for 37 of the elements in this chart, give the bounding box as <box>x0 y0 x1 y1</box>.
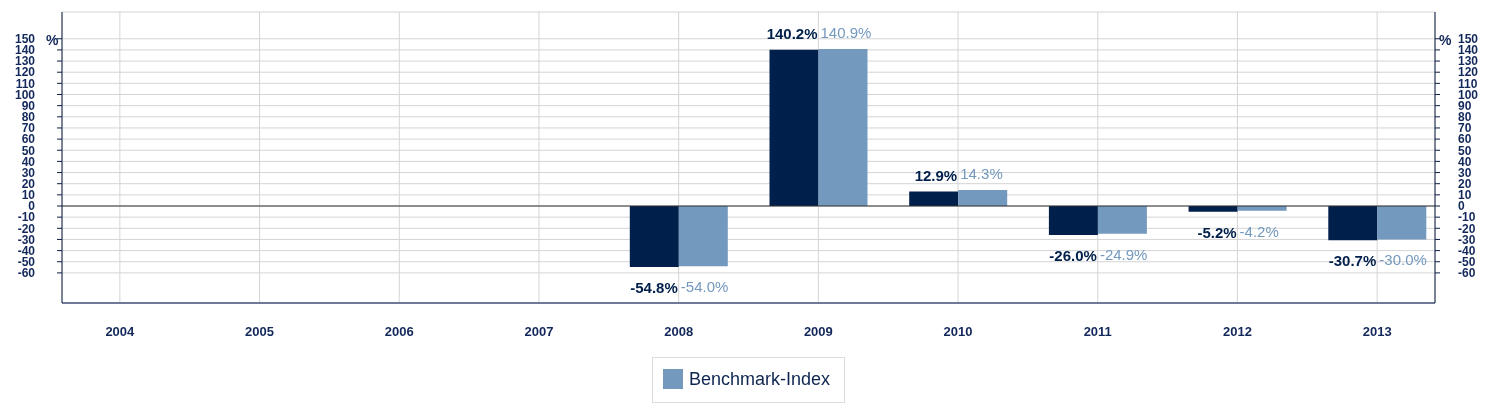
data-label: -54.8% <box>630 279 678 297</box>
x-tick-label: 2010 <box>943 324 973 340</box>
bar <box>818 48 868 206</box>
data-label: 12.9% <box>914 166 958 184</box>
x-tick-label: 2011 <box>1083 324 1112 340</box>
y2-tick-label: -60 <box>1458 266 1476 281</box>
legend-label: Benchmark-Index <box>688 368 831 390</box>
bar <box>629 206 679 268</box>
x-tick-label: 2008 <box>664 324 694 340</box>
bar <box>1328 206 1378 241</box>
data-label: -30.7% <box>1328 252 1377 270</box>
y2-axis-title: % <box>1439 32 1452 48</box>
y-axis-title: % <box>46 32 59 48</box>
data-label: 14.3% <box>960 165 1003 183</box>
data-label: -5.2% <box>1197 223 1237 241</box>
data-label: 140.9% <box>820 23 872 41</box>
data-label: -4.2% <box>1239 222 1279 240</box>
x-tick-label: 2012 <box>1222 324 1252 340</box>
y-tick-label: -60 <box>17 266 36 281</box>
bar <box>1048 206 1098 235</box>
x-tick-label: 2013 <box>1362 324 1392 340</box>
x-tick-label: 2005 <box>245 324 275 340</box>
bar <box>958 190 1008 206</box>
bar <box>769 49 819 206</box>
data-label: -30.0% <box>1379 251 1427 269</box>
bar <box>678 206 728 267</box>
bar <box>1097 206 1147 234</box>
data-label: 140.2% <box>766 24 818 42</box>
bar <box>1377 206 1427 240</box>
data-label: -26.0% <box>1049 246 1097 264</box>
x-tick-label: 2006 <box>384 324 414 340</box>
bar <box>909 191 959 206</box>
data-label: -24.9% <box>1099 245 1148 263</box>
x-tick-label: 2007 <box>524 324 554 340</box>
data-label: -54.0% <box>680 278 729 296</box>
x-tick-label: 2009 <box>803 324 833 340</box>
x-tick-label: 2004 <box>105 324 136 340</box>
